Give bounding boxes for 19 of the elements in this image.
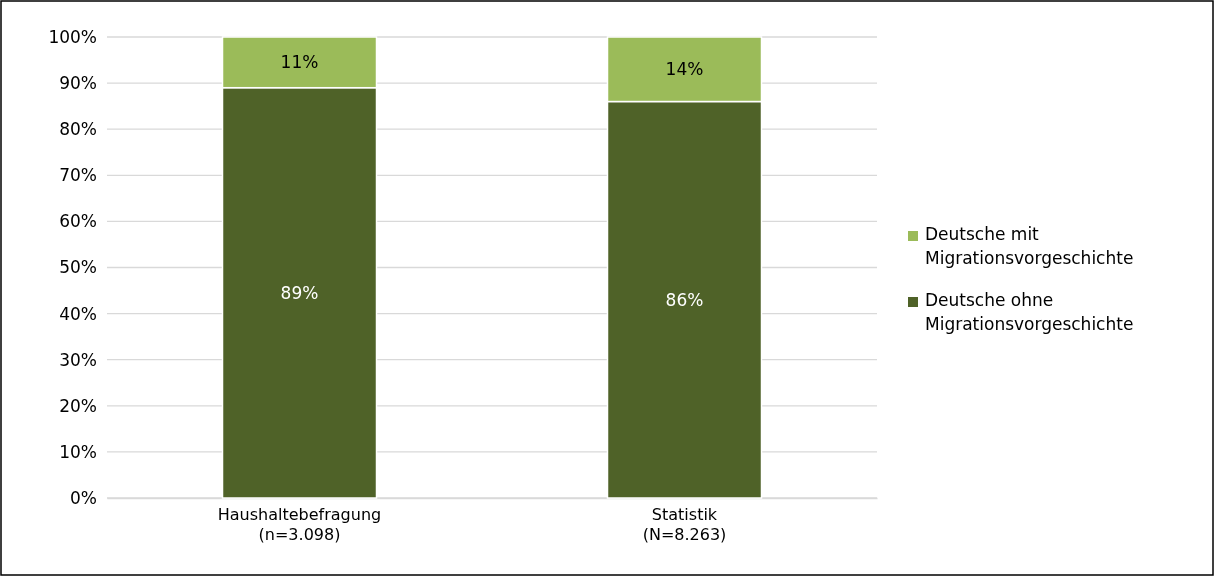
y-tick-label: 40% bbox=[59, 303, 97, 324]
x-tick-label: Haushaltebefragung (n=3.098) bbox=[217, 505, 382, 544]
data-label: 14% bbox=[665, 59, 704, 80]
y-tick-label: 10% bbox=[59, 441, 97, 462]
legend-label: Deutsche mit Migrationsvorgeschichte bbox=[925, 224, 1134, 268]
y-tick-label: 80% bbox=[59, 119, 97, 140]
y-tick-label: 30% bbox=[59, 349, 97, 370]
y-tick-label: 60% bbox=[59, 211, 97, 232]
y-tick-label: 100% bbox=[48, 26, 97, 47]
y-tick-label: 0% bbox=[70, 487, 97, 508]
data-label: 89% bbox=[280, 282, 319, 303]
legend-label: Deutsche ohne Migrationsvorgeschichte bbox=[925, 290, 1134, 334]
data-label: 11% bbox=[280, 52, 319, 73]
data-label: 86% bbox=[665, 289, 704, 310]
y-tick-label: 90% bbox=[59, 73, 97, 94]
x-tick-label: Statistik (N=8.263) bbox=[642, 505, 727, 544]
y-tick-label: 70% bbox=[59, 165, 97, 186]
y-tick-label: 20% bbox=[59, 395, 97, 416]
y-tick-label: 50% bbox=[59, 257, 97, 278]
